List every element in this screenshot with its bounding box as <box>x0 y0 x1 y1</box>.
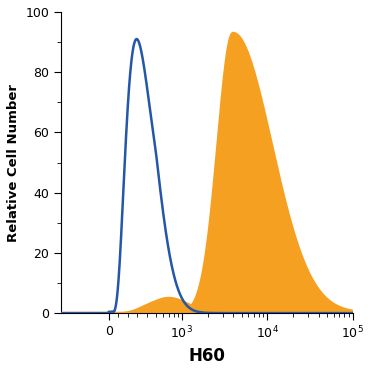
X-axis label: H60: H60 <box>188 347 225 365</box>
Y-axis label: Relative Cell Number: Relative Cell Number <box>7 84 20 241</box>
